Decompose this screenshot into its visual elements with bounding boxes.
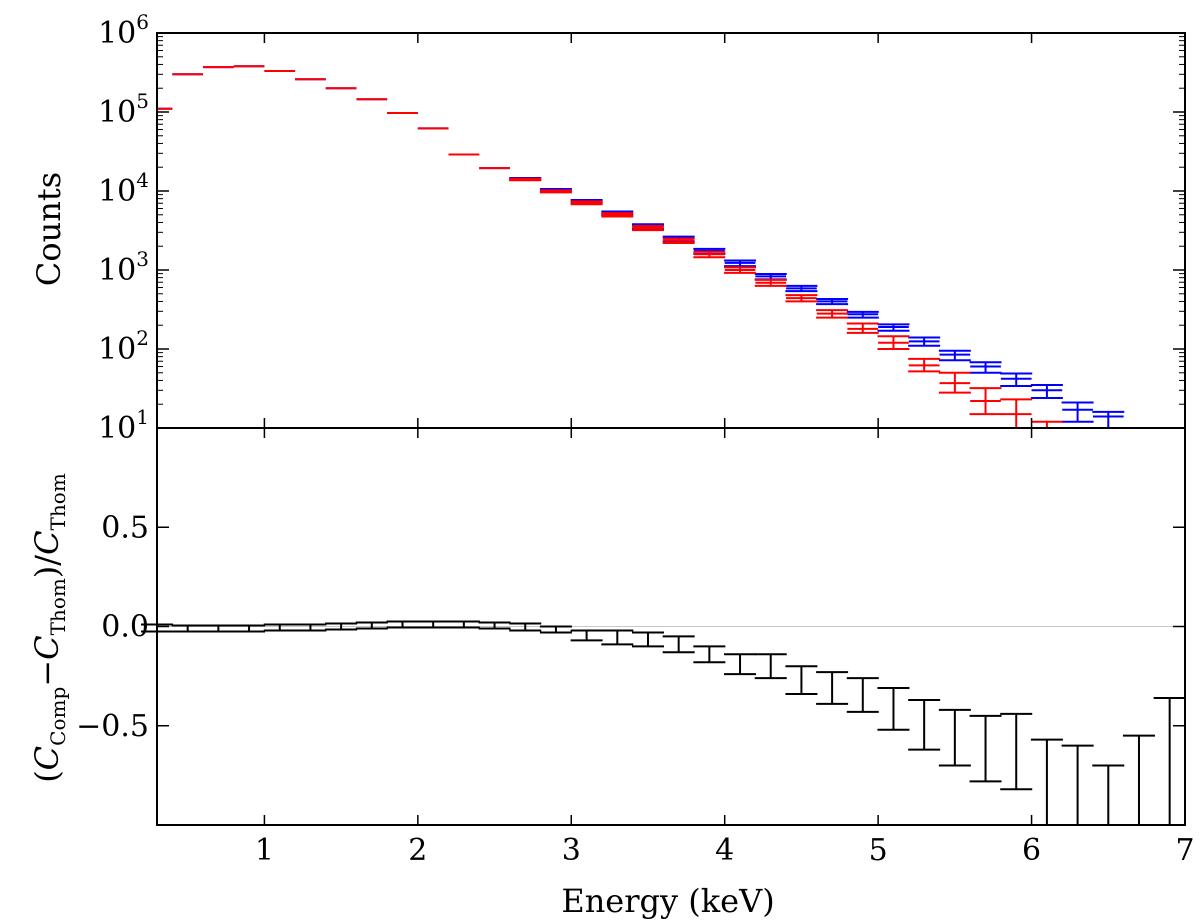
residual-point (1092, 764, 1125, 825)
data-point-thomson (816, 297, 849, 306)
data-point-thomson (938, 349, 971, 362)
x-axis-label: Energy (keV) (561, 882, 774, 920)
data-point-thomson (969, 361, 1002, 374)
data-point-thomson (754, 272, 787, 281)
data-point-compton (509, 177, 542, 182)
residual-point (969, 714, 1002, 783)
data-point-thomson (1061, 401, 1094, 423)
data-point-compton (1000, 398, 1033, 428)
residual-point (570, 629, 603, 642)
data-point-thomson (877, 323, 910, 332)
x-tick-label: 4 (715, 833, 734, 868)
residual-point (417, 620, 450, 629)
residual-y-tick-label: 0.5 (101, 510, 149, 545)
y-tick-label: 101 (98, 405, 149, 446)
residual-point (386, 620, 419, 629)
x-tick-label: 3 (562, 833, 581, 868)
x-tick-label: 6 (1022, 833, 1041, 868)
data-point-compton (816, 309, 849, 319)
residual-point (846, 677, 879, 713)
residual-point (478, 621, 511, 630)
data-point-compton (570, 200, 603, 206)
data-point-compton (631, 225, 664, 232)
residual-point (754, 653, 787, 680)
data-point-compton (785, 294, 818, 303)
residual-point (355, 621, 388, 630)
y-axis-label-counts: Counts (30, 172, 68, 286)
axis-ticks (157, 32, 1186, 825)
x-tick-label: 2 (408, 833, 427, 868)
residual-point (938, 708, 971, 767)
data-point-thomson (1000, 372, 1033, 388)
residual-point (509, 622, 542, 632)
residual-y-tick-label: −0.5 (76, 709, 149, 744)
x-tick-label: 1 (255, 833, 274, 868)
data-point-compton (601, 212, 634, 218)
residual-point (785, 665, 818, 695)
residual-point (325, 622, 358, 631)
x-tick-label: 7 (1175, 833, 1194, 868)
y-tick-label: 104 (98, 168, 149, 209)
tick-labels: 1 2 3 4 5 6 7 101 102 103 104 105 106 0.5 0.0 −0.5 (76, 10, 1194, 868)
data-point-compton (693, 250, 726, 259)
residual-point (662, 635, 695, 654)
y-tick-label: 106 (98, 10, 149, 51)
residual-point (1061, 744, 1094, 825)
data-point-compton (969, 387, 1002, 416)
x-tick-label: 5 (869, 833, 888, 868)
residual-point (447, 620, 480, 629)
residual-y-tick-label: 0.0 (101, 610, 149, 645)
residual-point (631, 631, 664, 648)
data-point-compton (724, 266, 757, 274)
residual-point (601, 629, 634, 646)
data-point-compton (908, 357, 941, 373)
data-point-thomson (785, 284, 818, 293)
residual-point (233, 624, 266, 633)
bottom-panel-marks (141, 620, 1186, 825)
residual-point (724, 653, 757, 676)
residual-point (908, 698, 941, 751)
data-point-compton (938, 371, 971, 394)
y-tick-label: 103 (98, 247, 149, 288)
y-tick-label: 105 (98, 89, 149, 130)
data-point-thomson (1030, 384, 1063, 399)
residual-point (1030, 738, 1063, 825)
data-point-compton (846, 322, 879, 334)
data-point-compton (539, 189, 572, 194)
data-point-thomson (724, 259, 757, 268)
data-point-thomson (846, 310, 879, 319)
data-point-compton (662, 237, 695, 244)
residual-point (693, 645, 726, 664)
data-point-compton (754, 278, 787, 287)
data-point-thomson (908, 336, 941, 347)
residual-point (816, 671, 849, 705)
residual-point (1153, 696, 1186, 825)
residual-point (539, 625, 572, 634)
data-point-compton (877, 335, 910, 350)
residual-point (202, 624, 235, 633)
residual-point (1122, 734, 1155, 825)
residual-point (263, 623, 296, 632)
data-point-thomson (1092, 410, 1125, 428)
y-tick-label: 102 (98, 326, 149, 367)
y-axis-label-relative-difference: (CComp−CThom)/CThom (28, 473, 70, 783)
residual-point (171, 624, 204, 633)
top-panel-marks (157, 65, 1125, 429)
residual-point (877, 687, 910, 731)
residual-point (294, 623, 327, 632)
residual-point (1000, 712, 1033, 791)
